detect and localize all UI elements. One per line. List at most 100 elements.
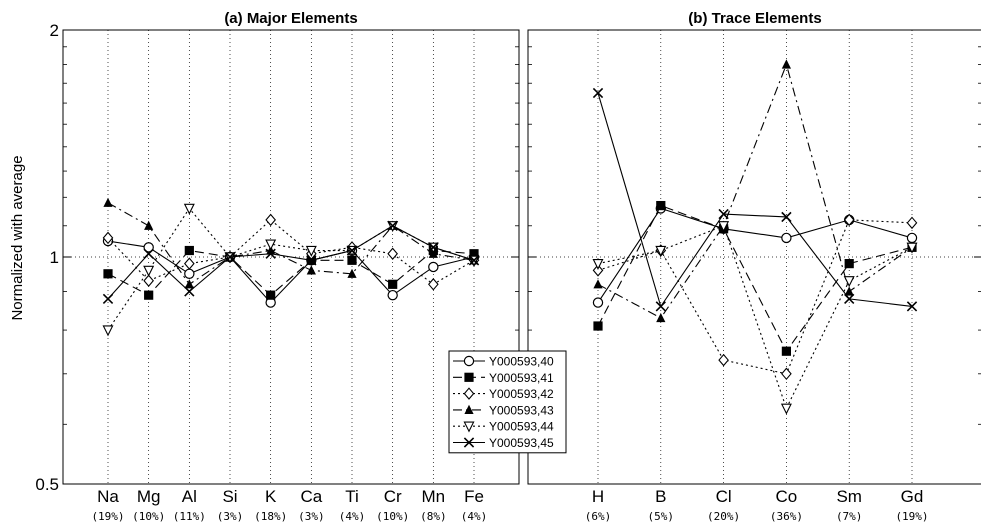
data-point [306,255,317,266]
x-tick-sublabel: (19%) [895,510,928,523]
x-tick-sublabel: (18%) [254,510,287,523]
data-point [781,367,792,381]
data-point [184,286,195,297]
x-tick-sublabel: (3%) [298,510,325,523]
series-line [597,204,913,353]
legend-label: Y000593,45 [489,436,554,450]
data-point [265,213,276,227]
legend-label: Y000593,44 [489,420,554,434]
legend-label: Y000593,41 [489,371,554,385]
data-point [184,245,194,256]
x-tick-label: K [265,487,277,506]
x-tick-label: Cr [384,487,402,506]
data-point [346,245,358,256]
data-point [143,265,155,277]
data-point [428,261,439,273]
x-tick-label: B [655,487,666,506]
data-point [718,208,729,220]
data-point [143,248,154,259]
data-point [906,216,918,230]
series-line [107,225,475,300]
x-tick-sublabel: (19%) [91,510,124,523]
data-point [387,220,398,231]
data-point [592,297,604,308]
data-point [844,286,854,296]
data-point [906,301,918,312]
x-tick-label: Mg [137,487,161,506]
x-tick-label: Al [182,487,197,506]
data-point [655,245,667,257]
data-point [184,257,195,270]
x-tick-sublabel: (36%) [770,510,803,523]
x-tick-label: Sm [836,487,862,506]
data-point [266,290,276,300]
data-point [387,289,398,301]
x-tick-sublabel: (10%) [132,510,165,523]
data-point [781,211,792,223]
data-point [305,245,317,257]
data-point [843,276,855,288]
data-point [469,249,479,259]
data-point [347,255,357,265]
data-point [428,242,439,253]
y-tick-label: 2 [50,21,59,40]
x-tick-sublabel: (4%) [339,510,366,523]
x-tick-label: Co [776,487,798,506]
data-point [144,220,154,230]
data-point [780,403,792,415]
data-point [718,221,730,233]
data-point [143,274,154,288]
panel-title: (a) Major Elements [224,10,357,27]
series-line [107,240,475,304]
series-Y000593-45 [102,220,480,305]
x-tick-label: Ca [300,487,322,506]
x-tick-sublabel: (5%) [648,510,675,523]
legend-label: Y000593,40 [489,355,554,369]
data-point [428,278,439,291]
data-point [718,353,729,367]
data-point [592,258,604,270]
x-tick-sublabel: (7%) [836,510,863,523]
x-tick-sublabel: (20%) [707,510,740,523]
panel-trace: (b) Trace Elements H (6%) B (5%) Cl (20%) Co (36… [527,10,981,523]
x-tick-sublabel: (3%) [217,510,244,523]
x-tick-label: Ti [345,487,359,506]
data-point [781,232,792,244]
data-point [103,269,113,279]
legend: Y000593,40 Y000593,41 Y000593,42 Y000593,43… [448,350,567,454]
series-Y000593-45 [592,87,918,312]
legend-marker [463,387,475,400]
legend-label: Y000593,43 [489,403,554,417]
data-point [592,264,604,277]
data-point [184,268,195,279]
data-point [102,325,114,337]
x-tick-label: H [592,487,604,506]
data-point [347,268,357,278]
data-point [593,321,603,331]
data-point [224,251,236,263]
x-tick-sublabel: (8%) [420,510,447,523]
legend-label: Y000593,42 [489,387,554,401]
x-tick-sublabel: (10%) [376,510,409,523]
panel-major: 2 1 0.5 (a) Major Elements Na (19%) Mg (10%) Al (… [35,10,520,523]
x-tick-sublabel: (4%) [461,510,488,523]
data-point [844,259,854,269]
x-tick-label: Cl [716,487,732,506]
data-point [184,279,194,289]
data-point [656,200,666,211]
x-tick-label: Fe [464,487,484,506]
series-line [597,207,913,303]
data-point [781,346,791,356]
series-Y000593-44 [592,221,918,415]
panel-title: (b) Trace Elements [688,10,821,27]
data-point [102,231,114,245]
data-point [265,239,277,251]
data-point [592,87,604,99]
data-point [843,213,855,227]
legend-marker [464,372,474,382]
data-point [656,312,666,323]
data-point [102,293,114,305]
data-point [388,279,398,289]
y-tick-label: 0.5 [35,475,59,494]
